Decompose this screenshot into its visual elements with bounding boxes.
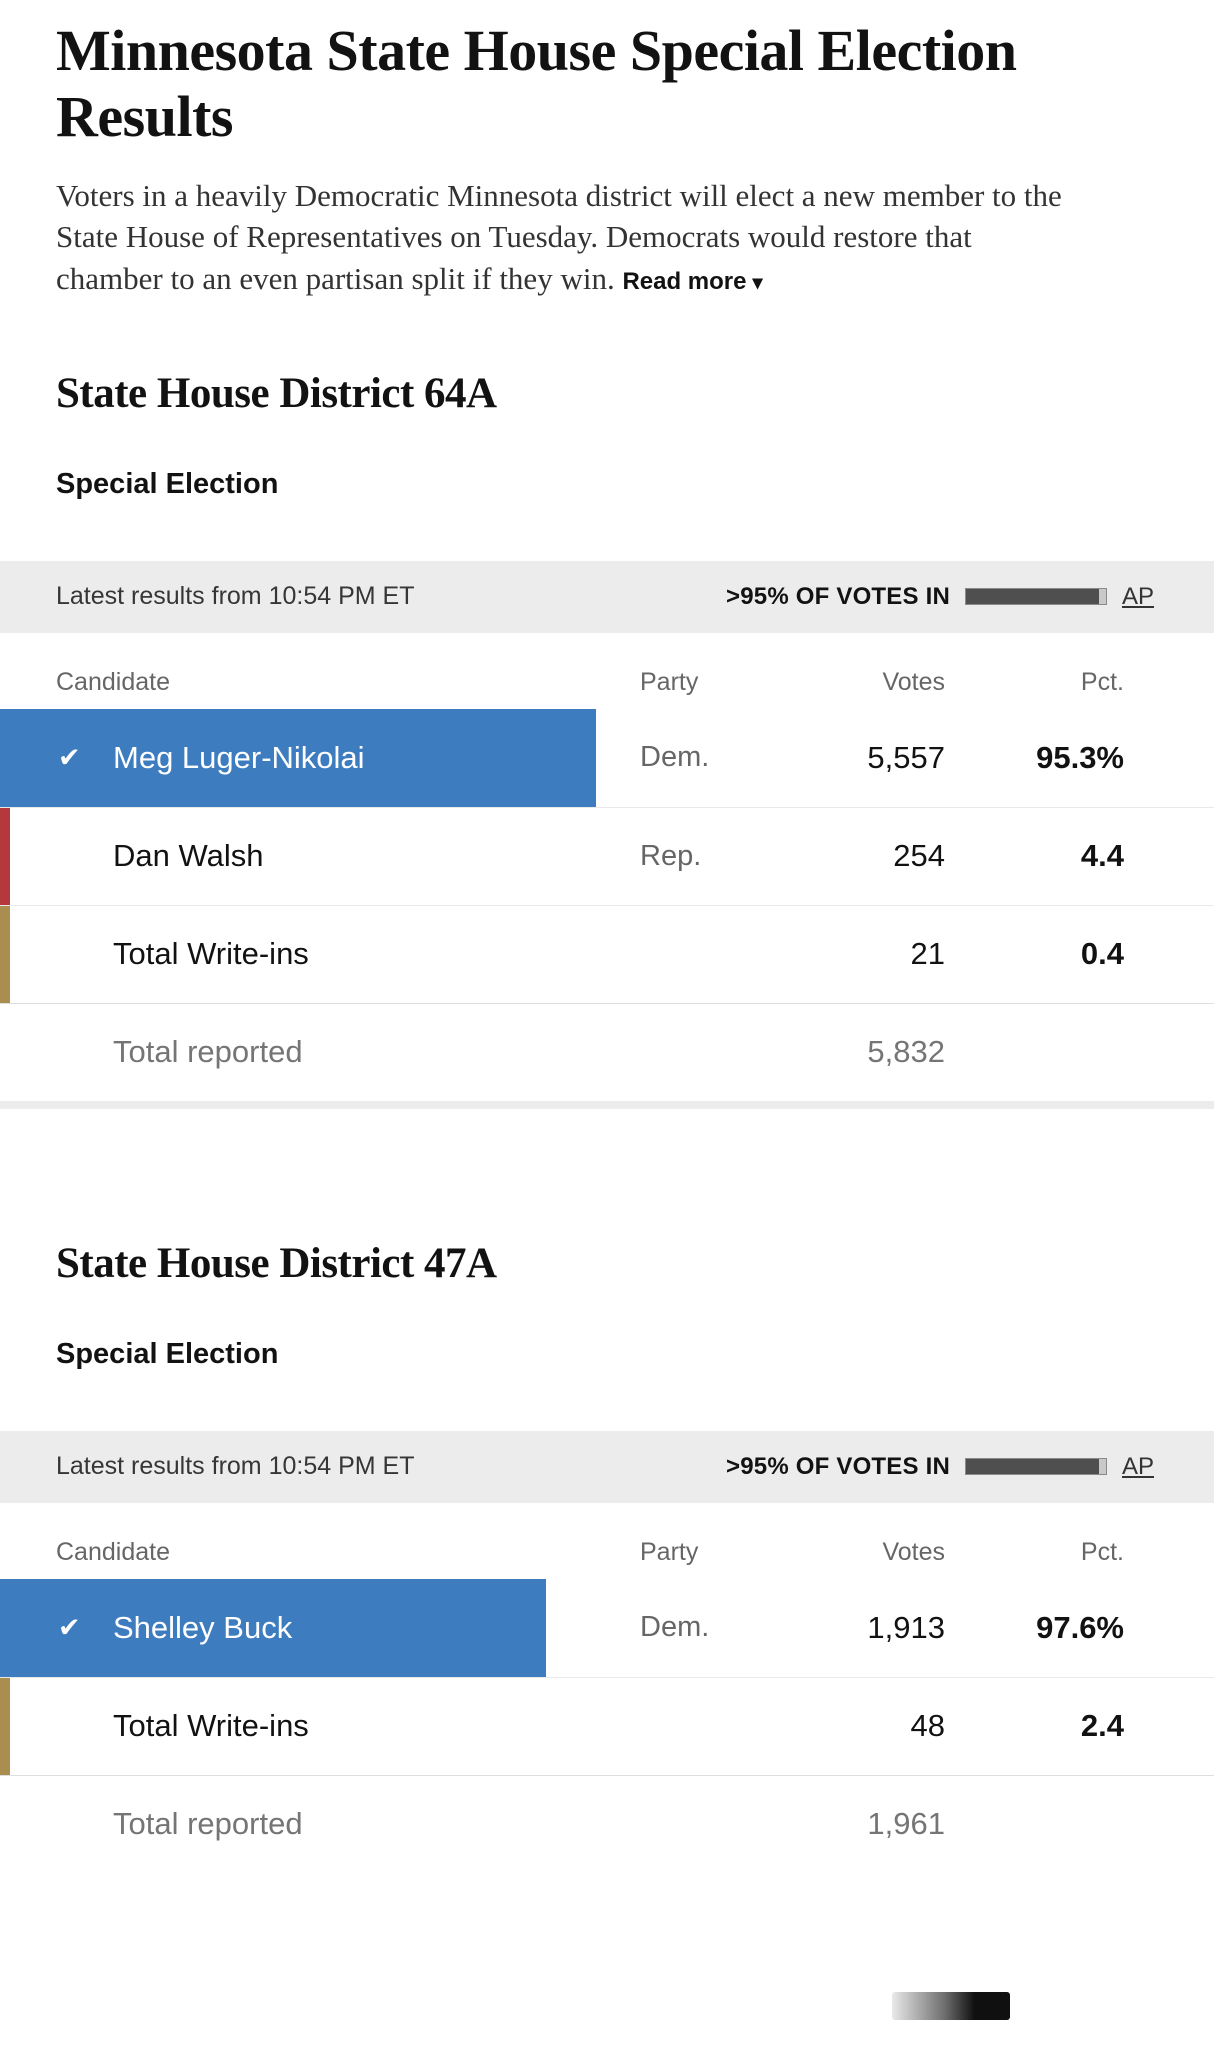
header-party: Party [640,668,699,697]
header-candidate: Candidate [56,668,170,697]
votes-in-group: >95% OF VOTES IN AP [726,1453,1154,1481]
candidate-name: Shelley Buck [113,1609,293,1645]
candidate-pct: 2.4 [1080,1708,1124,1744]
results-table: Candidate Party Votes Pct. ✔ Shelley Buc… [0,1527,1214,1873]
header-candidate: Candidate [56,1538,170,1567]
latest-results-text: Latest results from 10:54 PM ET [56,582,415,611]
candidate-votes: 1,913 [867,1609,945,1645]
results-table: Candidate Party Votes Pct. ✔ Meg Luger-N… [0,657,1214,1109]
table-header-row: Candidate Party Votes Pct. [0,657,1214,709]
district-47a-section: State House District 47A Special Electio… [0,1239,1214,1873]
votes-in-group: >95% OF VOTES IN AP [726,583,1154,611]
candidate-name: Total Write-ins [113,1708,309,1744]
latest-results-text: Latest results from 10:54 PM ET [56,1452,415,1481]
chevron-down-icon: ▾ [752,271,763,294]
bottom-right-overlay [892,1992,1010,2020]
page-header: Minnesota State House Special Election R… [0,0,1214,299]
candidate-pct: 4.4 [1080,838,1124,874]
page-title: Minnesota State House Special Election R… [56,18,1017,149]
votes-in-text: >95% OF VOTES IN [726,1452,950,1480]
candidate-votes: 48 [910,1708,945,1744]
total-label: Total reported [113,1034,303,1070]
winner-check-icon: ✔ [58,742,81,773]
race-type-heading: Special Election [56,467,279,500]
votes-progress-fill [965,1459,1099,1475]
total-votes: 1,961 [867,1806,945,1842]
candidate-pct: 95.3% [1036,739,1124,775]
votes-in-text: >95% OF VOTES IN [726,582,950,610]
total-votes: 5,832 [867,1034,945,1070]
table-row: Total Write-ins 21 0.4 [0,904,1214,1003]
winner-highlight-bar [0,708,596,807]
candidate-party: Dem. [640,1611,710,1644]
intro-paragraph: Voters in a heavily Democratic Minnesota… [56,175,1066,299]
header-pct: Pct. [1080,668,1124,697]
table-bottom-divider [0,1100,1214,1109]
district-64a-section: State House District 64A Special Electio… [0,369,1214,1109]
read-more-toggle[interactable]: Read more ▾ [622,268,762,295]
candidate-votes: 21 [910,936,945,972]
writein-accent-strip [0,905,10,1003]
votes-progress-fill [965,589,1099,605]
total-label: Total reported [113,1806,303,1842]
district-heading: State House District 64A [56,369,497,417]
status-bar: Latest results from 10:54 PM ET >95% OF … [0,560,1214,633]
republican-accent-strip [0,807,10,905]
writein-accent-strip [0,1677,10,1775]
table-row-winner: ✔ Shelley Buck Dem. 1,913 97.6% [0,1578,1214,1677]
votes-progress-bar [964,588,1107,606]
header-pct: Pct. [1080,1538,1124,1567]
votes-progress-bar [964,1458,1107,1476]
race-type-heading: Special Election [56,1337,279,1370]
candidate-name: Total Write-ins [113,936,309,972]
header-votes: Votes [882,1538,945,1567]
district-heading: State House District 47A [56,1239,497,1287]
total-reported-row: Total reported 1,961 [0,1774,1214,1873]
status-bar: Latest results from 10:54 PM ET >95% OF … [0,1430,1214,1503]
candidate-name: Meg Luger-Nikolai [113,739,365,775]
candidate-party: Rep. [640,839,702,872]
winner-highlight-bar [0,1578,546,1677]
read-more-label: Read more [622,267,747,295]
candidate-pct: 0.4 [1080,936,1124,972]
candidate-party: Dem. [640,741,710,774]
total-reported-row: Total reported 5,832 [0,1002,1214,1101]
ap-source-link[interactable]: AP [1121,582,1154,610]
candidate-pct: 97.6% [1036,1609,1124,1645]
table-row: Total Write-ins 48 2.4 [0,1676,1214,1775]
candidate-votes: 254 [893,838,945,874]
candidate-name: Dan Walsh [113,838,264,874]
winner-check-icon: ✔ [58,1612,81,1643]
table-row-winner: ✔ Meg Luger-Nikolai Dem. 5,557 95.3% [0,708,1214,807]
intro-text: Voters in a heavily Democratic Minnesota… [56,178,1062,296]
candidate-votes: 5,557 [867,739,945,775]
header-party: Party [640,1538,699,1567]
table-header-row: Candidate Party Votes Pct. [0,1527,1214,1579]
table-row: Dan Walsh Rep. 254 4.4 [0,806,1214,905]
header-votes: Votes [882,668,945,697]
ap-source-link[interactable]: AP [1121,1452,1154,1480]
